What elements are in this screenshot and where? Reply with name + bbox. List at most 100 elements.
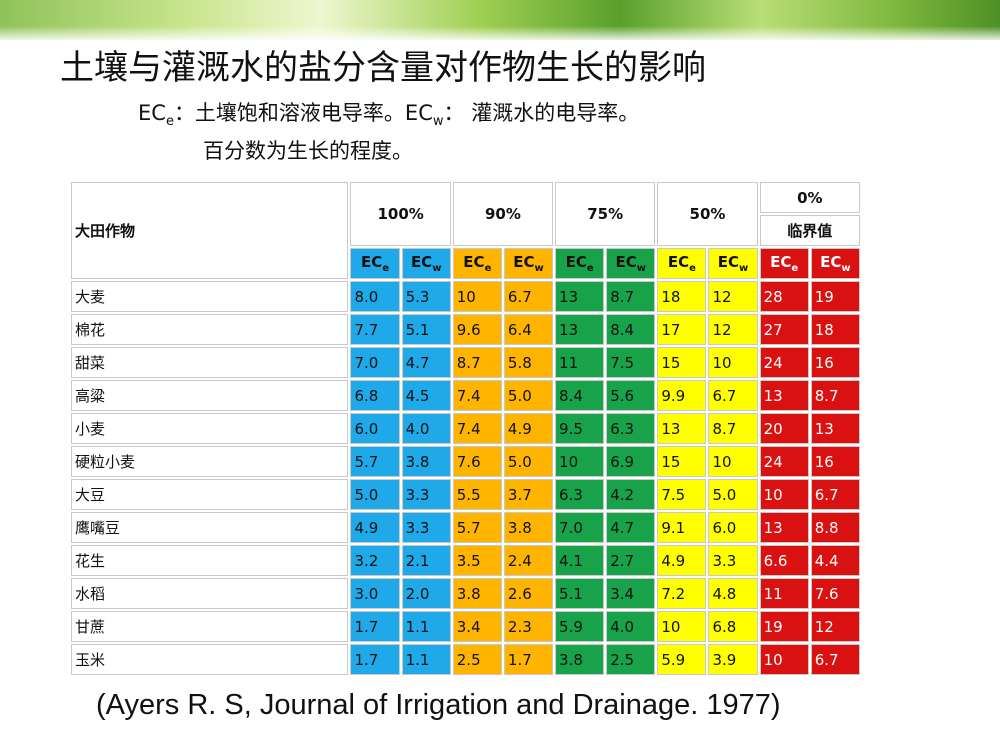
value-cell-75-ece: 5.1 xyxy=(555,578,605,609)
value-cell-75-ece: 7.0 xyxy=(555,512,605,543)
ec-e-header-75: ECe xyxy=(555,248,605,279)
value-cell-0-ece: 10 xyxy=(759,479,809,510)
ec-e-header-base: EC xyxy=(361,253,383,271)
value-cell-90-ecw: 5.0 xyxy=(503,446,554,477)
table-row: 高粱 6.8 4.5 7.4 5.0 8.4 5.6 9.9 6.7 13 8.7 xyxy=(71,380,860,411)
value-cell-90-ecw: 5.0 xyxy=(503,380,554,411)
value-cell-0-ece: 24 xyxy=(759,446,809,477)
ec-w-header-base: EC xyxy=(513,253,535,271)
value-cell-50-ece: 13 xyxy=(657,413,707,444)
value-cell-0-ece: 27 xyxy=(759,314,809,345)
ec-w-header-base: EC xyxy=(717,253,740,271)
value-cell-50-ece: 10 xyxy=(657,611,707,642)
value-cell-75-ece: 8.4 xyxy=(555,380,605,411)
salinity-table-container: 大田作物 100% 90% 75% 50% 0% 临界值 ECe ECw ECe EC… xyxy=(69,180,862,679)
value-cell-50-ecw: 12 xyxy=(708,314,758,345)
value-cell-100-ece: 1.7 xyxy=(350,611,400,642)
value-cell-90-ecw: 3.7 xyxy=(503,479,554,510)
value-cell-75-ecw: 3.4 xyxy=(606,578,656,609)
value-cell-0-ecw: 8.8 xyxy=(810,512,860,543)
value-cell-75-ece: 4.1 xyxy=(555,545,605,576)
crop-name-cell: 甘蔗 xyxy=(71,611,349,642)
legend-note-percent: 百分数为生长的程度。 xyxy=(203,139,413,163)
value-cell-90-ece: 3.4 xyxy=(452,611,502,642)
ec-e-header-50: ECe xyxy=(657,248,707,279)
table-row: 花生 3.2 2.1 3.5 2.4 4.1 2.7 4.9 3.3 6.6 4.4 xyxy=(71,545,860,576)
ec-e-header-sub: e xyxy=(382,263,390,274)
value-cell-0-ecw: 4.4 xyxy=(810,545,860,576)
ec-e-header-base: EC xyxy=(667,253,690,271)
ec-w-header-sub: w xyxy=(841,263,851,274)
value-cell-90-ecw: 3.8 xyxy=(503,512,554,543)
ec-w-header-90: ECw xyxy=(503,248,554,279)
value-cell-0-ecw: 6.7 xyxy=(810,479,860,510)
value-cell-0-ece: 20 xyxy=(759,413,809,444)
value-cell-0-ecw: 6.7 xyxy=(810,644,860,675)
value-cell-50-ece: 7.5 xyxy=(657,479,707,510)
legend-note-ec: ECe：土壤饱和溶液电导率。ECw： 灌溉水的电导率。 xyxy=(138,97,639,129)
citation-footer: (Ayers R. S, Journal of Irrigation and D… xyxy=(96,689,781,721)
value-cell-75-ece: 10 xyxy=(555,446,605,477)
value-cell-100-ecw: 4.0 xyxy=(401,413,451,444)
value-cell-100-ece: 5.0 xyxy=(350,479,400,510)
value-cell-50-ecw: 3.3 xyxy=(708,545,758,576)
value-cell-100-ece: 1.7 xyxy=(350,644,400,675)
value-cell-75-ecw: 4.7 xyxy=(606,512,656,543)
value-cell-90-ece: 7.6 xyxy=(452,446,502,477)
crop-name-cell: 大豆 xyxy=(71,479,349,510)
value-cell-75-ece: 9.5 xyxy=(555,413,605,444)
value-cell-75-ecw: 4.0 xyxy=(606,611,656,642)
table-row: 玉米 1.7 1.1 2.5 1.7 3.8 2.5 5.9 3.9 10 6.7 xyxy=(71,644,860,675)
ec-w-header-0: ECw xyxy=(810,248,860,279)
crop-name-cell: 鹰嘴豆 xyxy=(71,512,349,543)
value-cell-50-ecw: 6.7 xyxy=(708,380,758,411)
value-cell-50-ece: 9.9 xyxy=(657,380,707,411)
table-row: 硬粒小麦 5.7 3.8 7.6 5.0 10 6.9 15 10 24 16 xyxy=(71,446,860,477)
ec-w-header-sub: w xyxy=(739,263,749,274)
crop-name-cell: 甜菜 xyxy=(71,347,349,378)
value-cell-90-ece: 8.7 xyxy=(452,347,502,378)
value-cell-90-ece: 3.8 xyxy=(452,578,502,609)
value-cell-0-ece: 6.6 xyxy=(759,545,809,576)
crop-column-header: 大田作物 xyxy=(71,182,349,279)
ec-w-header-50: ECw xyxy=(708,248,758,279)
value-cell-90-ece: 2.5 xyxy=(452,644,502,675)
value-cell-100-ecw: 3.8 xyxy=(401,446,451,477)
value-cell-100-ecw: 1.1 xyxy=(401,611,451,642)
crop-name-cell: 棉花 xyxy=(71,314,349,345)
value-cell-50-ece: 5.9 xyxy=(657,644,707,675)
top-banner xyxy=(0,0,1000,40)
value-cell-90-ece: 9.6 xyxy=(452,314,502,345)
value-cell-75-ecw: 8.7 xyxy=(606,281,656,312)
value-cell-75-ece: 5.9 xyxy=(555,611,605,642)
value-cell-50-ecw: 4.8 xyxy=(708,578,758,609)
value-cell-100-ece: 3.2 xyxy=(350,545,400,576)
value-cell-0-ecw: 19 xyxy=(810,281,860,312)
table-row: 小麦 6.0 4.0 7.4 4.9 9.5 6.3 13 8.7 20 13 xyxy=(71,413,860,444)
value-cell-0-ece: 10 xyxy=(759,644,809,675)
ec-e-header-90: ECe xyxy=(452,248,502,279)
value-cell-90-ecw: 4.9 xyxy=(503,413,554,444)
value-cell-50-ecw: 6.8 xyxy=(708,611,758,642)
value-cell-75-ecw: 4.2 xyxy=(606,479,656,510)
value-cell-75-ecw: 8.4 xyxy=(606,314,656,345)
value-cell-100-ecw: 4.5 xyxy=(401,380,451,411)
ec-e-header-sub: e xyxy=(791,263,799,274)
value-cell-0-ecw: 7.6 xyxy=(810,578,860,609)
value-cell-75-ecw: 2.5 xyxy=(606,644,656,675)
table-row: 大麦 8.0 5.3 10 6.7 13 8.7 18 12 28 19 xyxy=(71,281,860,312)
value-cell-75-ece: 13 xyxy=(555,314,605,345)
value-cell-50-ece: 15 xyxy=(657,347,707,378)
ec-e-header-base: EC xyxy=(770,253,792,271)
value-cell-50-ecw: 3.9 xyxy=(708,644,758,675)
value-cell-100-ecw: 5.3 xyxy=(401,281,451,312)
value-cell-50-ecw: 12 xyxy=(708,281,758,312)
value-cell-100-ecw: 2.1 xyxy=(401,545,451,576)
value-cell-90-ece: 7.4 xyxy=(452,413,502,444)
ec-w-header-sub: w xyxy=(534,263,544,274)
value-cell-90-ece: 5.7 xyxy=(452,512,502,543)
ec-w-desc: ： 灌溉水的电导率。 xyxy=(443,101,640,125)
value-cell-0-ecw: 18 xyxy=(810,314,860,345)
value-cell-90-ecw: 1.7 xyxy=(503,644,554,675)
value-cell-0-ecw: 13 xyxy=(810,413,860,444)
